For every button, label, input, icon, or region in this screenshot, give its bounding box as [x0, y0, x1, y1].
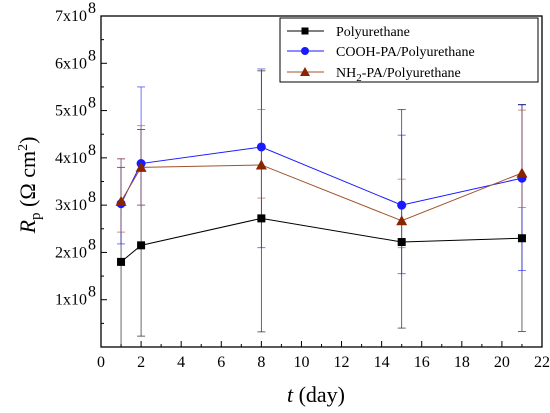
legend-entry-cooh: COOH-PA/Polyurethane [287, 45, 475, 60]
legend-circle-marker [301, 47, 309, 55]
x-tick-label: 16 [414, 354, 430, 371]
square-marker [517, 234, 526, 243]
triangle-marker [255, 159, 267, 170]
x-tick-label: 20 [494, 354, 510, 371]
series-line [120, 164, 523, 222]
x-tick-label: 8 [257, 354, 265, 371]
y-tick-label: 2x10 [55, 244, 87, 261]
x-tick-label: 12 [334, 354, 350, 371]
square-marker [397, 238, 406, 247]
legend-label-nh2: NH2-PA/Polyurethane [336, 66, 461, 84]
y-tick-label: 5x10 [55, 103, 87, 120]
x-axis-title: t (day) [287, 382, 345, 407]
x-tick-label: 10 [293, 354, 309, 371]
legend-square-marker [301, 27, 309, 35]
triangle-marker [115, 195, 127, 206]
legend-entry-polyurethane: Polyurethane [287, 25, 410, 40]
legend-label-polyurethane: Polyurethane [336, 25, 410, 40]
series-lines [120, 146, 523, 263]
y-axis-title: Rp (Ω cm2) [15, 137, 44, 235]
legend-label-cooh: COOH-PA/Polyurethane [336, 45, 475, 60]
y-tick-exponent: 8 [88, 284, 96, 301]
y-tick-exponent: 8 [88, 189, 96, 206]
x-tick-label: 14 [374, 354, 390, 371]
x-tick-label: 6 [217, 354, 225, 371]
x-tick-label: 4 [177, 354, 185, 371]
x-tick-label: 22 [534, 354, 550, 371]
y-tick-label: 7x10 [55, 8, 87, 25]
legend-box [279, 17, 539, 83]
y-tick-label: 6x10 [55, 55, 87, 72]
y-tick-label: 1x10 [55, 292, 87, 309]
y-tick-exponent: 8 [88, 142, 96, 159]
y-tick-exponent: 8 [88, 236, 96, 253]
y-tick-exponent: 8 [88, 0, 96, 17]
circle-marker [256, 142, 266, 152]
y-tick-exponent: 8 [88, 95, 96, 112]
legend: Polyurethane COOH-PA/Polyurethane NH2-PA… [279, 17, 539, 84]
legend-triangle-marker [300, 67, 310, 76]
triangle-marker [396, 215, 408, 226]
square-marker [117, 257, 126, 266]
y-tick-label: 3x10 [55, 197, 87, 214]
y-tick-label: 4x10 [55, 150, 87, 167]
x-tick-label: 2 [137, 354, 145, 371]
triangle-marker [516, 167, 528, 178]
error-bars [117, 68, 526, 348]
square-marker [257, 214, 266, 223]
data-markers [115, 142, 528, 266]
triangle-marker [135, 161, 147, 172]
y-tick-exponent: 8 [88, 47, 96, 64]
legend-entry-nh2: NH2-PA/Polyurethane [287, 66, 461, 84]
x-tick-label: 18 [454, 354, 470, 371]
circle-marker [397, 200, 407, 210]
series-line [120, 217, 522, 263]
square-marker [137, 241, 146, 250]
x-tick-label: 0 [97, 354, 105, 371]
x-axis-ticks: 0 2 4 6 8 10 12 14 16 18 20 22 [97, 341, 550, 371]
